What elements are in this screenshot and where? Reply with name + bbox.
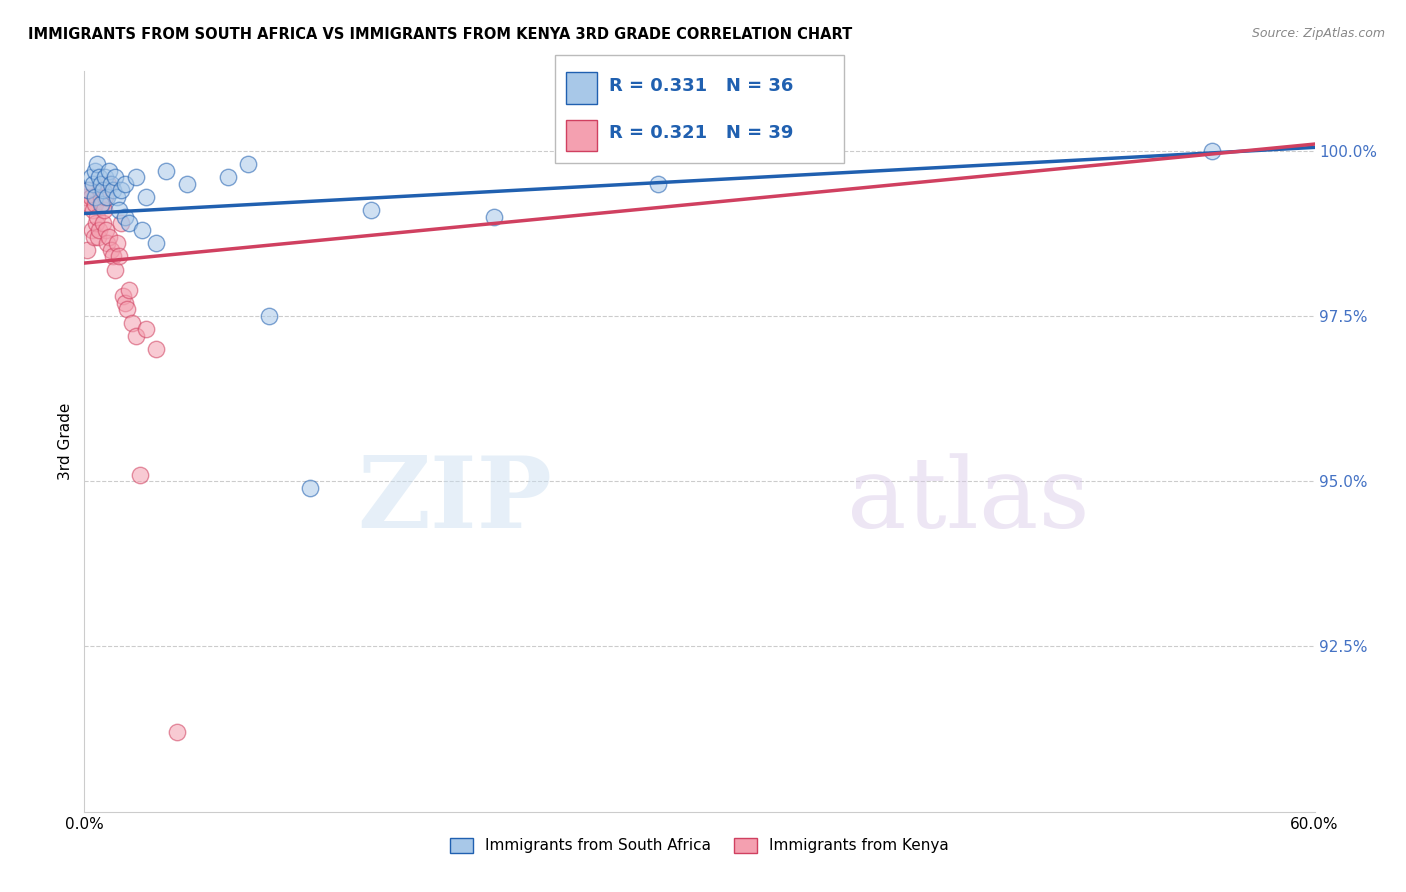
Point bbox=[124, 328, 146, 343]
Point bbox=[104, 262, 127, 277]
Text: R = 0.321   N = 39: R = 0.321 N = 39 bbox=[609, 124, 793, 142]
Point bbox=[100, 177, 122, 191]
Point bbox=[76, 243, 98, 257]
Point bbox=[128, 467, 150, 482]
Y-axis label: 3rd Grade: 3rd Grade bbox=[58, 403, 73, 480]
Point bbox=[1201, 144, 1223, 158]
Point bbox=[155, 163, 177, 178]
Point bbox=[100, 243, 122, 257]
Point bbox=[84, 216, 107, 230]
Text: Source: ZipAtlas.com: Source: ZipAtlas.com bbox=[1251, 27, 1385, 40]
Point bbox=[90, 190, 112, 204]
Point bbox=[108, 203, 131, 218]
Point bbox=[79, 190, 101, 204]
Point bbox=[108, 249, 131, 263]
Point bbox=[118, 283, 141, 297]
Point bbox=[94, 170, 117, 185]
Point bbox=[75, 190, 97, 204]
Point bbox=[114, 177, 136, 191]
Point bbox=[90, 196, 112, 211]
Point bbox=[112, 289, 135, 303]
Legend: Immigrants from South Africa, Immigrants from Kenya: Immigrants from South Africa, Immigrants… bbox=[444, 831, 955, 860]
Text: atlas: atlas bbox=[848, 453, 1090, 549]
Point bbox=[82, 177, 104, 191]
Point bbox=[105, 236, 128, 251]
Point bbox=[97, 177, 120, 191]
Point bbox=[131, 223, 153, 237]
Point bbox=[101, 249, 124, 263]
Point bbox=[83, 163, 105, 178]
Point bbox=[145, 236, 167, 251]
Point bbox=[87, 223, 110, 237]
Point bbox=[89, 183, 111, 197]
Point bbox=[110, 183, 132, 197]
Text: ZIP: ZIP bbox=[357, 452, 553, 549]
Point bbox=[217, 170, 239, 185]
Point bbox=[135, 190, 157, 204]
Point bbox=[117, 302, 139, 317]
Point bbox=[83, 196, 105, 211]
Point bbox=[98, 163, 120, 178]
Point bbox=[298, 481, 321, 495]
Point bbox=[87, 170, 110, 185]
Point bbox=[94, 190, 117, 204]
Point bbox=[96, 190, 118, 204]
Point bbox=[101, 183, 124, 197]
Point bbox=[114, 210, 136, 224]
Point bbox=[91, 183, 114, 197]
Point bbox=[257, 309, 280, 323]
Point bbox=[96, 236, 118, 251]
Point bbox=[360, 203, 382, 218]
Point bbox=[77, 183, 100, 197]
Point bbox=[238, 157, 260, 171]
Point bbox=[93, 203, 115, 218]
Point bbox=[114, 295, 136, 310]
Point bbox=[118, 216, 141, 230]
Point bbox=[105, 190, 128, 204]
Text: R = 0.331   N = 36: R = 0.331 N = 36 bbox=[609, 77, 793, 95]
Point bbox=[77, 183, 100, 197]
Point bbox=[80, 223, 103, 237]
Point bbox=[86, 229, 108, 244]
Point bbox=[135, 322, 157, 336]
Point bbox=[145, 342, 167, 356]
Point bbox=[79, 196, 101, 211]
Point bbox=[83, 190, 105, 204]
Point bbox=[90, 196, 112, 211]
Point bbox=[90, 177, 112, 191]
Point bbox=[98, 229, 120, 244]
Point bbox=[82, 203, 104, 218]
Point bbox=[121, 316, 143, 330]
Point bbox=[176, 177, 198, 191]
Point bbox=[86, 210, 108, 224]
Point bbox=[166, 725, 188, 739]
Point bbox=[91, 216, 114, 230]
Point bbox=[484, 210, 506, 224]
Point bbox=[110, 216, 132, 230]
Point bbox=[79, 170, 101, 185]
Point bbox=[647, 177, 669, 191]
Point bbox=[94, 223, 117, 237]
Point bbox=[86, 157, 108, 171]
Text: IMMIGRANTS FROM SOUTH AFRICA VS IMMIGRANTS FROM KENYA 3RD GRADE CORRELATION CHAR: IMMIGRANTS FROM SOUTH AFRICA VS IMMIGRAN… bbox=[28, 27, 852, 42]
Point bbox=[124, 170, 146, 185]
Point bbox=[104, 170, 127, 185]
Point bbox=[83, 229, 105, 244]
